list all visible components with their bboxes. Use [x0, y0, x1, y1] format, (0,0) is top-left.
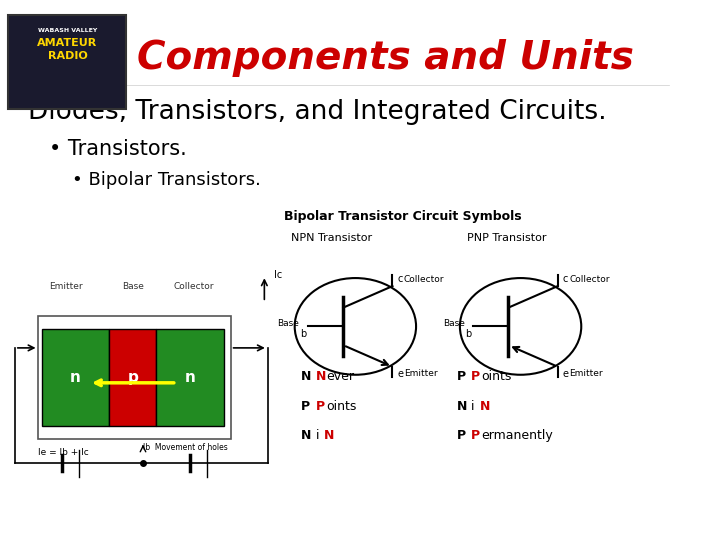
- Text: N: N: [316, 370, 327, 383]
- Text: oints: oints: [326, 400, 357, 413]
- Text: N: N: [302, 429, 316, 442]
- Text: oints: oints: [482, 370, 512, 383]
- Text: i: i: [472, 400, 475, 413]
- Text: Ie = Ib + Ic: Ie = Ib + Ic: [38, 448, 89, 457]
- Text: Base: Base: [277, 319, 300, 328]
- Text: Emitter: Emitter: [569, 369, 603, 378]
- Text: Collector: Collector: [404, 275, 444, 284]
- Bar: [8, 15, 126, 109]
- Text: PNP Transistor: PNP Transistor: [467, 233, 547, 243]
- Text: Components and Units: Components and Units: [138, 39, 634, 77]
- Text: P: P: [472, 370, 480, 383]
- Text: e: e: [397, 369, 403, 379]
- Text: p: p: [127, 370, 138, 385]
- Bar: [109, 329, 156, 426]
- Text: Diodes, Transistors, and Integrated Circuits.: Diodes, Transistors, and Integrated Circ…: [28, 98, 607, 125]
- Text: Ic: Ic: [274, 271, 283, 280]
- Text: P: P: [472, 429, 480, 442]
- Text: N: N: [302, 370, 316, 383]
- Text: N: N: [456, 400, 472, 413]
- Text: Base: Base: [443, 319, 464, 328]
- Text: Base: Base: [122, 282, 144, 291]
- Text: ever: ever: [326, 370, 354, 383]
- Text: Emitter: Emitter: [49, 282, 82, 291]
- Text: Ib  Movement of holes: Ib Movement of holes: [143, 443, 228, 452]
- Bar: [156, 329, 224, 426]
- Text: n: n: [70, 370, 81, 385]
- Text: N: N: [325, 429, 335, 442]
- Text: N: N: [480, 400, 490, 413]
- Text: c: c: [562, 274, 568, 284]
- Text: P: P: [456, 370, 470, 383]
- Text: RADIO: RADIO: [48, 51, 87, 60]
- Text: b: b: [300, 329, 306, 340]
- Text: Collector: Collector: [174, 282, 214, 291]
- Text: AMATEUR: AMATEUR: [37, 38, 98, 48]
- Text: WABASH VALLEY: WABASH VALLEY: [37, 29, 97, 33]
- Text: ermanently: ermanently: [482, 429, 553, 442]
- Text: c: c: [397, 274, 402, 284]
- Text: n: n: [185, 370, 196, 385]
- Text: P: P: [316, 400, 325, 413]
- Text: b: b: [465, 329, 472, 340]
- Text: Collector: Collector: [569, 275, 610, 284]
- Text: P: P: [456, 429, 470, 442]
- Text: NPN Transistor: NPN Transistor: [291, 233, 372, 243]
- Text: • Bipolar Transistors.: • Bipolar Transistors.: [72, 171, 261, 189]
- Bar: [42, 329, 109, 426]
- Text: Bipolar Transistor Circuit Symbols: Bipolar Transistor Circuit Symbols: [284, 210, 521, 223]
- Text: i: i: [316, 429, 320, 442]
- Text: • Transistors.: • Transistors.: [48, 139, 186, 159]
- Bar: [38, 316, 230, 439]
- Text: e: e: [562, 369, 568, 379]
- Text: P: P: [302, 400, 315, 413]
- Text: Emitter: Emitter: [404, 369, 438, 378]
